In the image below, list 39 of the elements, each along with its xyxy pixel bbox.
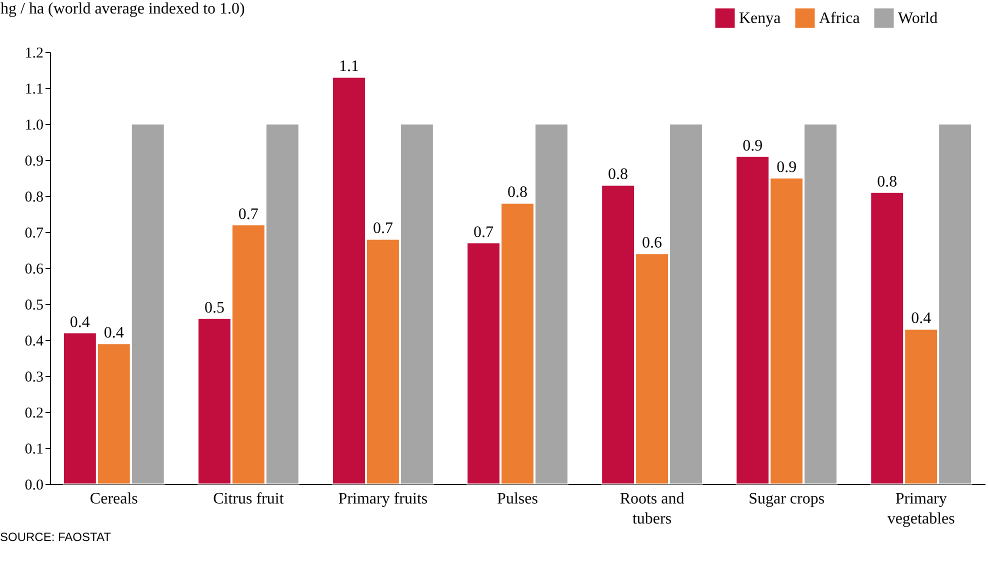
data-label: 0.6 bbox=[642, 234, 662, 252]
x-tick-label: Primary fruits bbox=[338, 490, 428, 508]
data-label: 0.8 bbox=[608, 166, 628, 184]
y-tick-label: 0.9 bbox=[24, 154, 44, 170]
y-axis-title: hg / ha (world average indexed to 1.0) bbox=[0, 0, 245, 18]
data-label: 0.5 bbox=[204, 299, 224, 316]
y-tick-label: 0.0 bbox=[24, 478, 44, 494]
data-label: 0.8 bbox=[877, 173, 898, 190]
y-tick-label: 1.1 bbox=[24, 82, 44, 98]
x-tick-label: Cereals bbox=[90, 490, 138, 508]
data-label: 0.7 bbox=[474, 224, 494, 241]
data-label: 0.4 bbox=[104, 324, 124, 342]
data-label: 0.9 bbox=[742, 137, 763, 154]
data-label: 0.7 bbox=[238, 206, 258, 223]
legend-label: Africa bbox=[819, 10, 860, 28]
legend-label: World bbox=[898, 10, 938, 28]
data-label: 0.4 bbox=[911, 310, 932, 328]
data-label: 0.9 bbox=[776, 159, 797, 176]
x-tick-label: Citrus fruit bbox=[213, 490, 284, 508]
data-label: 0.7 bbox=[372, 220, 393, 238]
x-tick-label: Pulses bbox=[497, 490, 538, 508]
y-tick-label: 0.5 bbox=[24, 298, 44, 314]
data-label: 1.1 bbox=[338, 58, 359, 76]
y-tick-label: 1.2 bbox=[24, 46, 44, 62]
source-note: SOURCE: FAOSTAT bbox=[0, 530, 112, 544]
x-tick-label: Roots and tubers bbox=[620, 490, 684, 528]
y-tick-label: 0.6 bbox=[24, 262, 44, 278]
data-label: 0.8 bbox=[508, 184, 528, 202]
y-tick-label: 0.3 bbox=[24, 370, 44, 386]
y-tick-label: 0.2 bbox=[24, 406, 44, 422]
y-tick-label: 0.4 bbox=[24, 334, 44, 350]
data-label: 0.4 bbox=[70, 314, 90, 331]
x-tick-label: Primary vegetables bbox=[887, 490, 955, 528]
y-tick-label: 1.0 bbox=[24, 118, 44, 134]
y-tick-label: 0.1 bbox=[24, 442, 44, 458]
y-tick-label: 0.8 bbox=[24, 190, 44, 206]
y-tick-label: 0.7 bbox=[24, 226, 44, 242]
x-tick-label: Sugar crops bbox=[748, 490, 825, 508]
legend-label: Kenya bbox=[739, 10, 781, 28]
